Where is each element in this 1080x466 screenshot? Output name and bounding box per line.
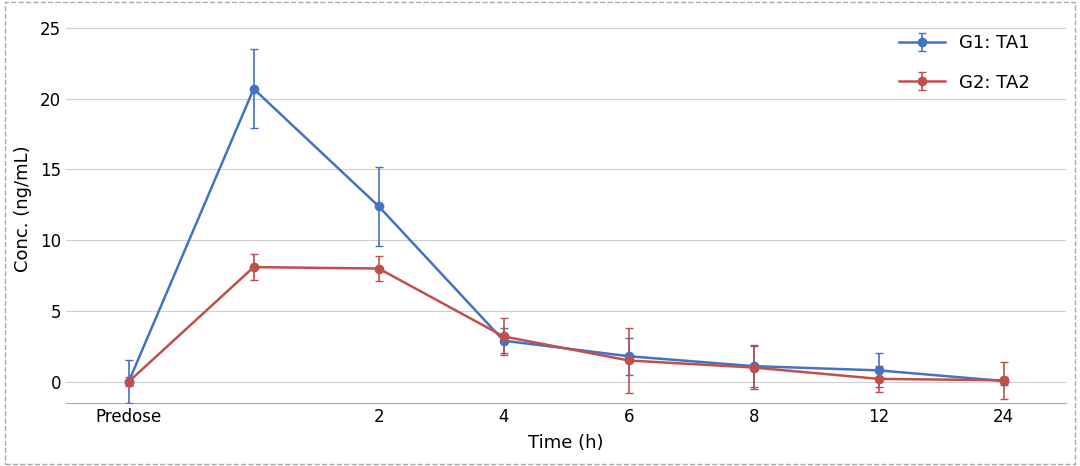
Y-axis label: Conc. (ng/mL): Conc. (ng/mL) (14, 145, 32, 272)
Legend: G1: TA1, G2: TA2: G1: TA1, G2: TA2 (892, 27, 1037, 99)
X-axis label: Time (h): Time (h) (528, 434, 604, 452)
